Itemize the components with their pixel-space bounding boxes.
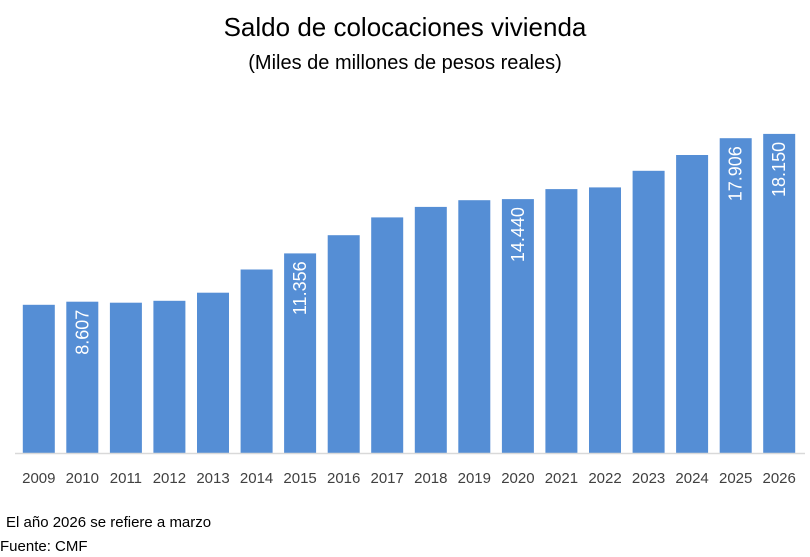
x-tick-label: 2023 — [632, 470, 665, 487]
bar-2010 — [66, 301, 99, 453]
source-note: Fuente: CMF — [0, 538, 88, 555]
x-tick-label: 2019 — [458, 470, 491, 487]
x-tick-label: 2026 — [763, 470, 796, 487]
x-tick-label: 2018 — [414, 470, 447, 487]
bar-2026 — [763, 133, 796, 453]
x-tick-label: 2015 — [283, 470, 316, 487]
x-tick-label: 2020 — [501, 470, 534, 487]
x-tick-label: 2010 — [66, 470, 99, 487]
x-tick-label: 2024 — [675, 470, 708, 487]
bar-2016 — [327, 235, 360, 453]
x-tick-label: 2017 — [371, 470, 404, 487]
bar-2023 — [632, 170, 665, 454]
bar-2011 — [109, 302, 142, 453]
chart-title: Saldo de colocaciones vivienda — [223, 12, 587, 42]
x-tick-label: 2013 — [196, 470, 229, 487]
data-label-2020: 14.440 — [508, 207, 528, 262]
x-tick-label: 2011 — [110, 470, 142, 487]
bar-2009 — [22, 304, 55, 453]
bar-2018 — [414, 206, 447, 453]
chart-subtitle: (Miles de millones de pesos reales) — [248, 52, 562, 74]
bar-2021 — [545, 189, 578, 453]
bar-2019 — [458, 200, 491, 453]
bar-2014 — [240, 269, 273, 453]
data-label-2015: 11.356 — [290, 261, 310, 315]
data-label-2026: 18.150 — [769, 142, 789, 197]
footnote: El año 2026 se refiere a marzo — [6, 514, 212, 531]
bar-2024 — [676, 155, 709, 453]
x-tick-label: 2025 — [719, 470, 752, 487]
x-tick-label: 2022 — [588, 470, 621, 487]
bar-2012 — [153, 300, 186, 453]
bar-2013 — [197, 292, 229, 453]
x-tick-label: 2021 — [545, 470, 578, 487]
bar-2022 — [589, 187, 621, 453]
bar-2015 — [284, 253, 317, 453]
x-tick-label: 2014 — [240, 470, 273, 487]
x-tick-label: 2012 — [153, 470, 186, 487]
bar-2017 — [371, 217, 404, 453]
bar-2020 — [501, 199, 534, 453]
x-tick-label: 2016 — [327, 470, 360, 487]
bar-2025 — [719, 138, 752, 453]
data-label-2010: 8.607 — [72, 310, 92, 355]
x-tick-label: 2009 — [22, 470, 55, 487]
data-label-2025: 17.906 — [726, 146, 746, 201]
